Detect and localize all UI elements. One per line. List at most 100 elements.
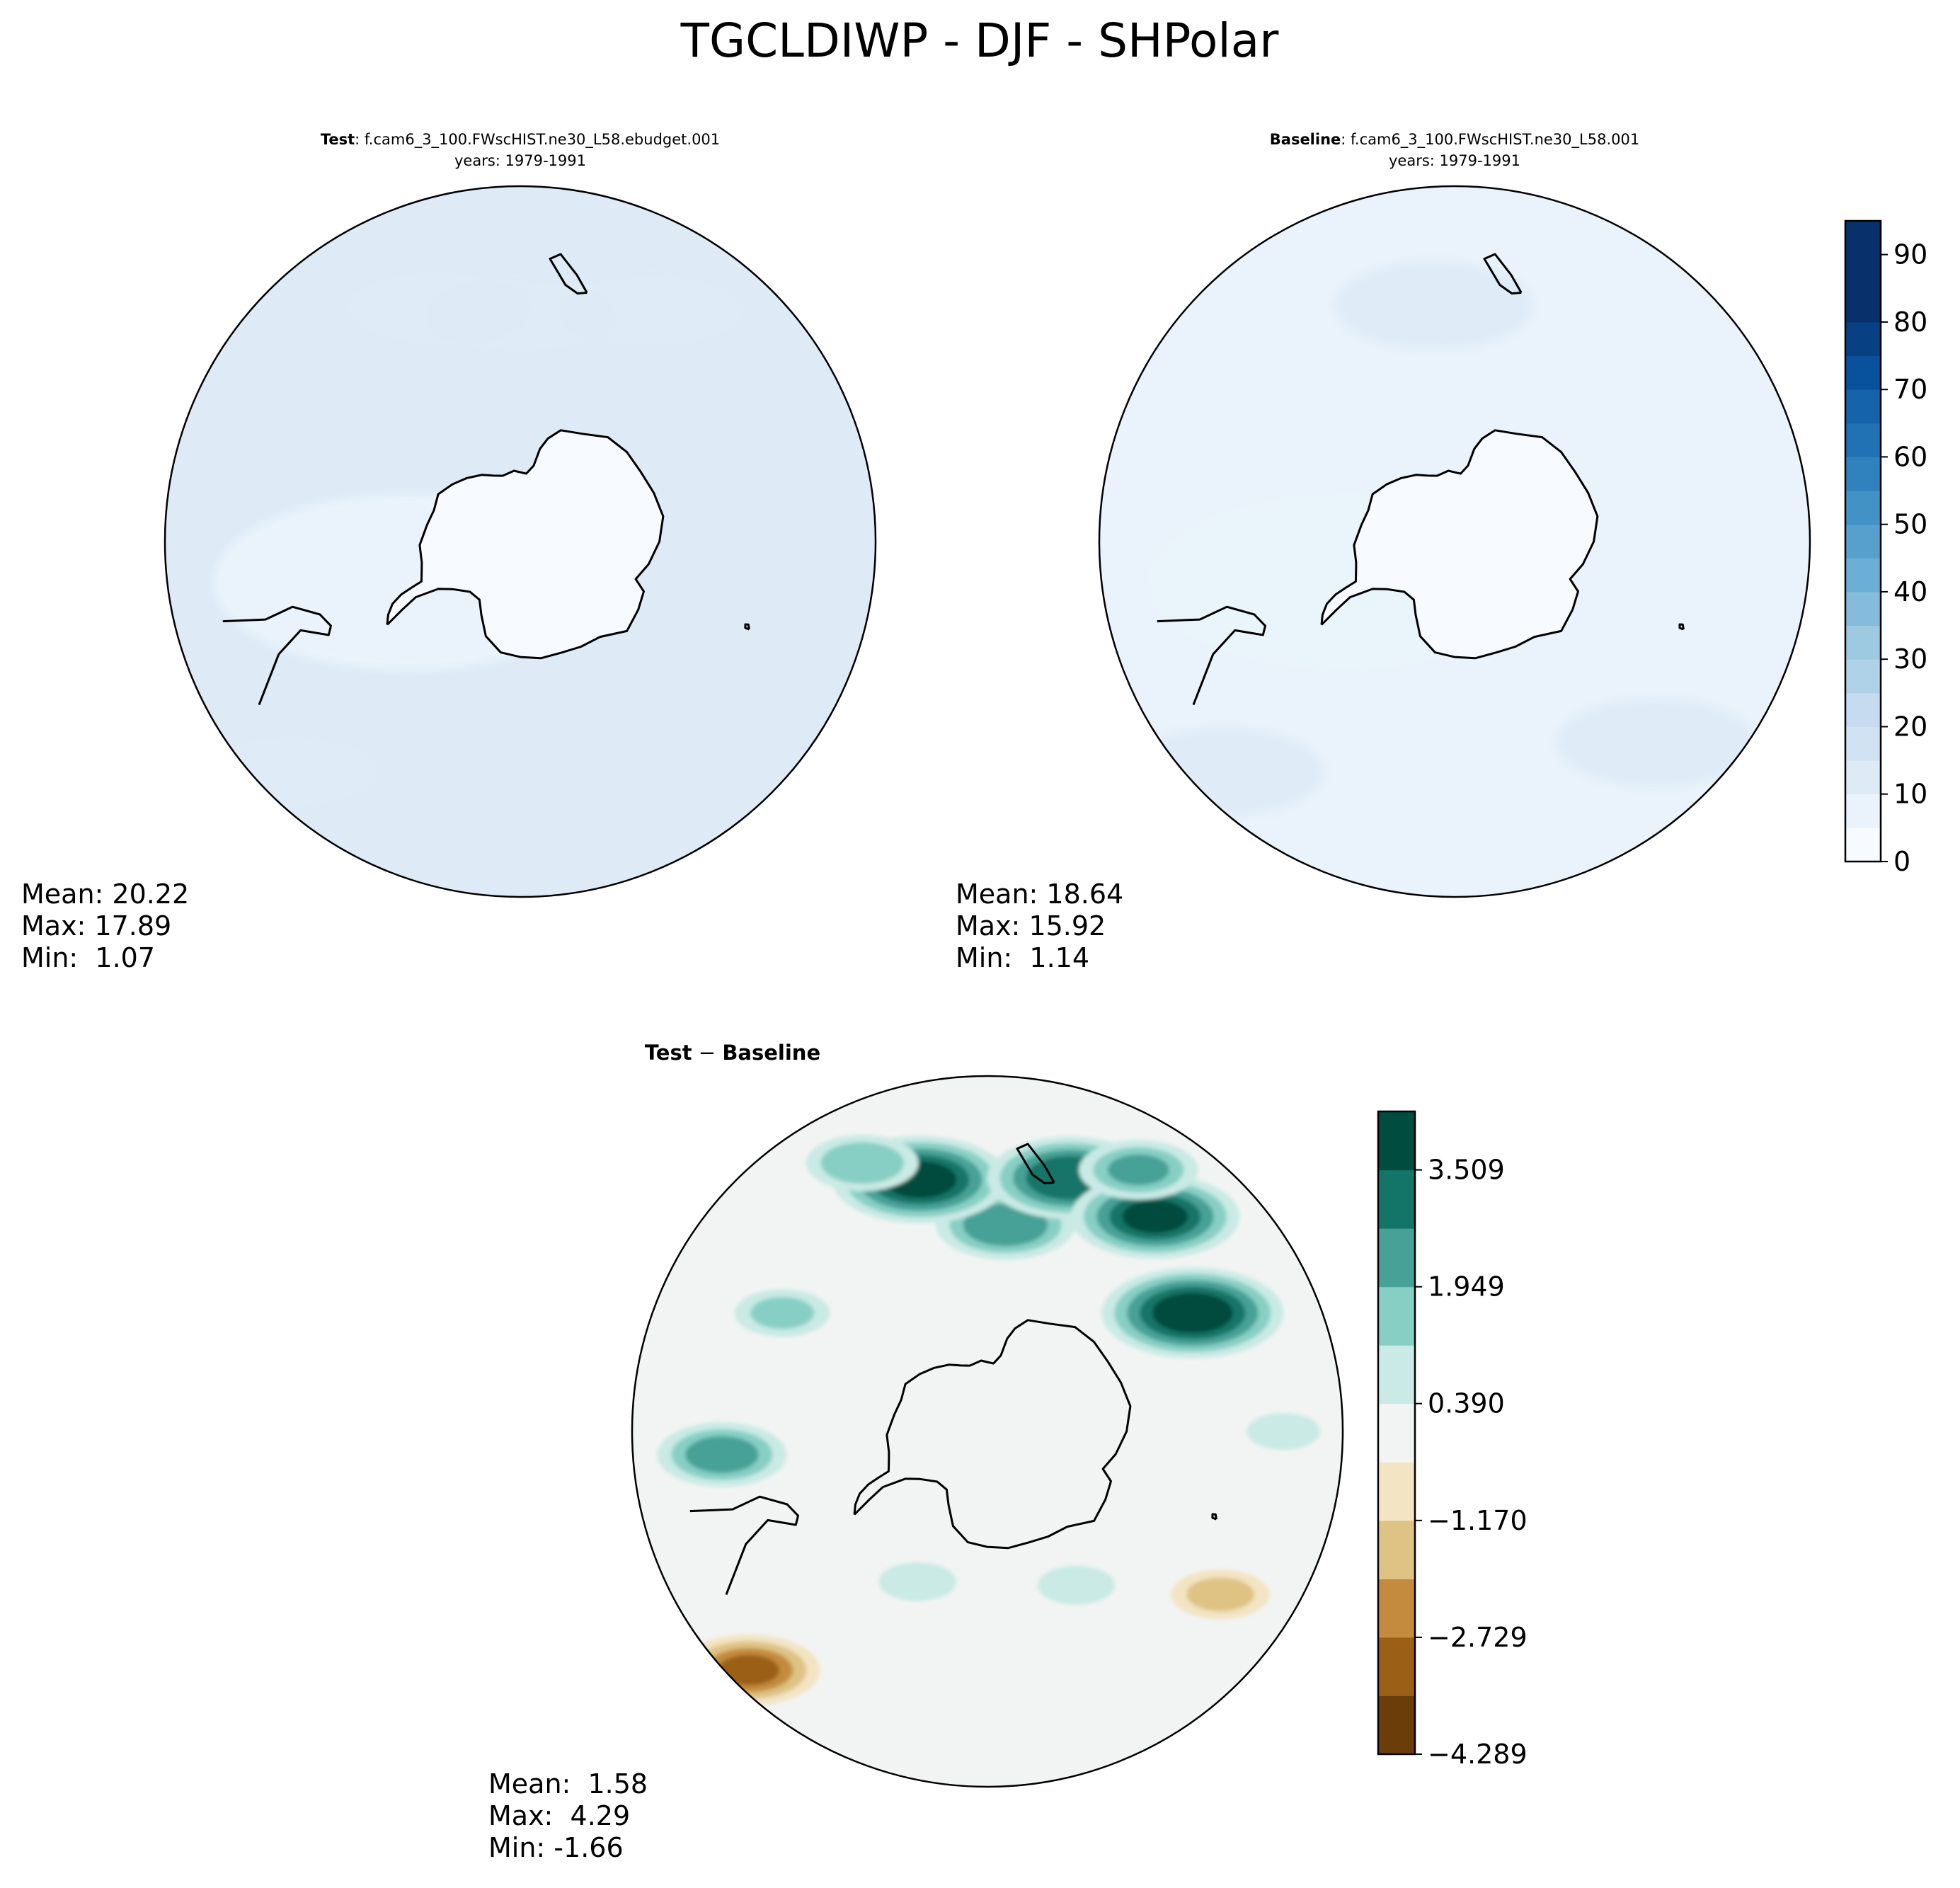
colorbar-swatch xyxy=(1845,423,1881,457)
colorbar-swatch xyxy=(1378,1520,1415,1579)
test-stat-mean: Mean: 20.22 xyxy=(21,879,189,910)
field-region xyxy=(1556,697,1755,788)
difference-map-field xyxy=(632,1076,1343,1787)
difference-contour xyxy=(1247,1413,1321,1450)
difference-contour xyxy=(878,1562,956,1601)
colorbar-swatch xyxy=(1845,794,1881,828)
baseline-panel-title-rest: : f.cam6_3_100.FWscHIST.ne30_L58.001 xyxy=(1341,131,1639,149)
field-region xyxy=(1125,727,1324,817)
baseline-coastline xyxy=(1157,253,1685,706)
colorbar-frame xyxy=(1377,1110,1416,1756)
colorbar-tick-label: 0.390 xyxy=(1428,1388,1505,1419)
test-panel-title-rest: : f.cam6_3_100.FWscHIST.ne30_L58.ebudget… xyxy=(355,131,720,149)
colorbar-swatch xyxy=(1845,524,1881,559)
absolute-colorbar: 0 10 20 30 40 50 60 70 80 90 xyxy=(1844,219,1927,877)
test-stat-max: Max: 17.89 xyxy=(21,910,171,942)
field-region xyxy=(1334,261,1534,350)
figure-title: TGCLDIWP - DJF - SHPolar xyxy=(680,13,1280,68)
test-stat-min: Min: 1.07 xyxy=(21,942,155,973)
colorbar-swatch xyxy=(1845,288,1881,323)
difference-contour xyxy=(1152,1293,1233,1334)
colorbar-swatch xyxy=(1378,1111,1415,1171)
new-zealand-coastline xyxy=(549,253,588,294)
south-america-coastline xyxy=(1157,605,1266,706)
colorbar-swatch xyxy=(1845,760,1881,795)
difference-stat-mean: Mean: 1.58 xyxy=(488,1768,648,1800)
colorbar-swatch xyxy=(1378,1579,1415,1638)
difference-contour xyxy=(1186,1577,1254,1612)
baseline-map-boundary xyxy=(1098,185,1811,898)
colorbar-tick-label: 1.949 xyxy=(1428,1271,1505,1303)
antarctic-interior-field xyxy=(387,430,663,658)
difference-field-features xyxy=(657,1135,1321,1706)
antarctica-coastline xyxy=(853,1319,1132,1550)
colorbar-swatch xyxy=(1378,1695,1415,1755)
antarctica-coastline xyxy=(386,429,665,660)
colorbar-tick-label: 0 xyxy=(1893,846,1910,877)
colorbar-tick-label: −1.170 xyxy=(1428,1505,1528,1536)
colorbar-swatch xyxy=(1845,491,1881,525)
baseline-panel: Baseline: f.cam6_3_100.FWscHIST.ne30_L58… xyxy=(956,131,1811,973)
colorbar-swatch xyxy=(1845,457,1881,491)
antarctica-coastline xyxy=(1320,429,1599,660)
colorbar-swatch xyxy=(1845,321,1881,356)
difference-coastline xyxy=(689,1143,1217,1596)
difference-contour xyxy=(685,1436,759,1473)
colorbar-tick-label: 30 xyxy=(1893,643,1927,675)
colorbar-swatch xyxy=(1845,625,1881,660)
colorbar-tick-label: 3.509 xyxy=(1428,1155,1505,1186)
baseline-stat-mean: Mean: 18.64 xyxy=(956,879,1123,910)
difference-contour xyxy=(1037,1566,1116,1605)
colorbar-swatch xyxy=(1378,1286,1415,1346)
colorbar-tick-label: 80 xyxy=(1893,307,1927,338)
difference-contour xyxy=(820,1142,904,1184)
difference-map-boundary xyxy=(631,1075,1344,1788)
south-america-coastline xyxy=(689,1495,799,1596)
baseline-panel-subtitle: years: 1979-1991 xyxy=(1389,152,1520,169)
colorbar-tick-label: 20 xyxy=(1893,711,1927,743)
test-map-boundary xyxy=(164,185,877,898)
baseline-stat-max: Max: 15.92 xyxy=(956,910,1106,942)
new-zealand-coastline xyxy=(1483,253,1523,294)
kerguelen-coastline xyxy=(744,623,750,631)
colorbar-swatch xyxy=(1845,254,1881,289)
colorbar-swatch xyxy=(1845,659,1881,694)
test-panel-subtitle: years: 1979-1991 xyxy=(454,152,586,169)
difference-colorbar: −4.289 −2.729 −1.170 0.390 1.949 3.509 xyxy=(1377,1110,1528,1770)
new-zealand-coastline xyxy=(1016,1143,1055,1184)
difference-contour xyxy=(750,1297,815,1329)
colorbar-tick-label: 10 xyxy=(1893,779,1927,810)
field-region xyxy=(336,263,535,353)
colorbar-tick-label: 50 xyxy=(1893,509,1927,540)
baseline-panel-title-bold: Baseline xyxy=(1270,131,1341,148)
south-america-coastline xyxy=(222,605,332,706)
colorbar-swatch xyxy=(1378,1403,1415,1463)
colorbar-swatch xyxy=(1845,591,1881,626)
antarctic-interior-field xyxy=(1322,430,1598,658)
difference-title-baseline: Baseline xyxy=(722,1041,820,1065)
colorbar-swatch xyxy=(1378,1345,1415,1404)
colorbar-tick-label: 90 xyxy=(1893,239,1927,270)
colorbar-swatch xyxy=(1378,1462,1415,1521)
colorbar-tick-label: −4.289 xyxy=(1428,1739,1528,1770)
difference-stat-min: Min: -1.66 xyxy=(488,1832,624,1863)
field-region xyxy=(190,727,390,817)
kerguelen-coastline xyxy=(1678,623,1685,631)
colorbar-swatch xyxy=(1378,1228,1415,1288)
difference-contour xyxy=(963,1203,1048,1247)
difference-contour xyxy=(718,1654,779,1686)
colorbar-swatch xyxy=(1378,1169,1415,1229)
colorbar-swatch xyxy=(1378,1637,1415,1696)
difference-contour xyxy=(1122,1200,1188,1233)
difference-title-test: Test xyxy=(645,1041,692,1065)
colorbar-tick-label: 40 xyxy=(1893,576,1927,607)
colorbar-swatch xyxy=(1845,558,1881,593)
colorbar-swatch xyxy=(1845,692,1881,727)
difference-title-minus: − xyxy=(692,1041,723,1065)
test-panel: Test: f.cam6_3_100.FWscHIST.ne30_L58.ebu… xyxy=(21,131,877,973)
test-coastline xyxy=(222,253,750,706)
difference-panel-title: Test − Baseline xyxy=(645,1041,820,1065)
colorbar-tick-label: 70 xyxy=(1893,374,1927,405)
colorbar-swatch xyxy=(1845,221,1881,256)
difference-panel: Test − Baseline Mean: 1.58 Max: 4.29 Min… xyxy=(488,1041,1344,1863)
